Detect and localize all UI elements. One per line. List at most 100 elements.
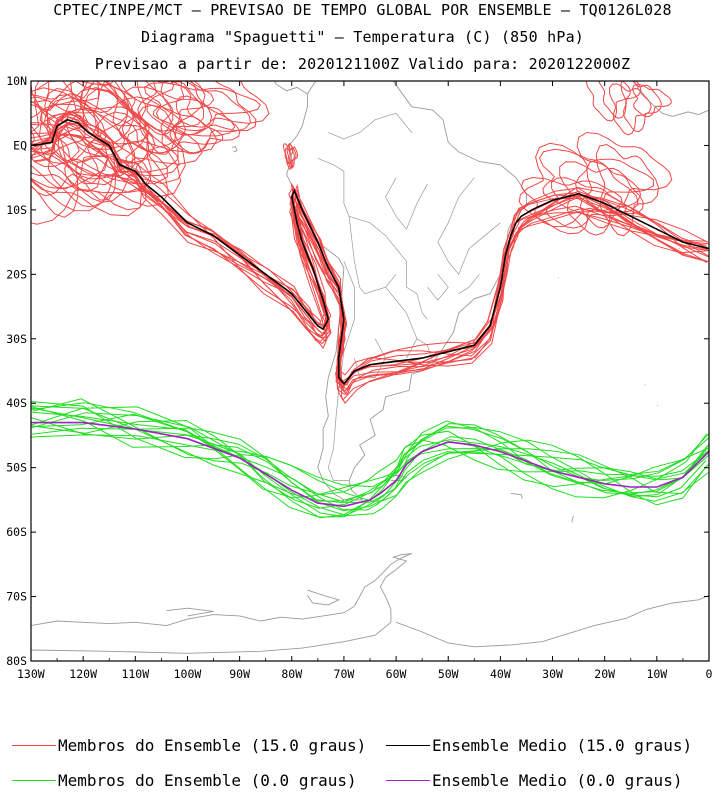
lon-label: 10W xyxy=(646,667,667,681)
member-loop xyxy=(31,94,101,193)
coastline-path xyxy=(557,277,560,279)
coastline-path xyxy=(166,607,214,617)
member-loop xyxy=(631,83,672,117)
coastline-path xyxy=(657,404,659,407)
coastline-path xyxy=(307,589,340,606)
lat-label: 40S xyxy=(6,396,27,410)
coastline-path xyxy=(307,18,351,30)
lat-label: 20S xyxy=(6,267,27,281)
member-loop xyxy=(120,81,215,132)
member-loop xyxy=(169,95,241,154)
ensemble-members xyxy=(31,81,709,519)
member-line xyxy=(31,401,708,506)
lat-label: EQ xyxy=(13,138,27,152)
coastline-path xyxy=(395,594,709,648)
lat-label: 80S xyxy=(6,654,27,668)
coastline-path xyxy=(387,76,392,80)
border-path xyxy=(458,274,480,294)
member-line xyxy=(31,417,709,503)
legend-swatch-green xyxy=(12,780,56,781)
legend-swatch-black xyxy=(386,745,430,746)
lon-label: 80W xyxy=(281,667,302,681)
lon-label: 40W xyxy=(490,667,511,681)
border-path xyxy=(385,177,428,230)
coastline-path xyxy=(571,515,574,523)
legend-mean-15: Ensemble Medio (15.0 graus) xyxy=(386,736,692,755)
coastline-path xyxy=(633,196,636,198)
member-loop xyxy=(126,104,224,154)
member-line xyxy=(32,413,709,511)
legend-label: Membros do Ensemble (15.0 graus) xyxy=(58,736,367,755)
lat-label: 60S xyxy=(6,525,27,539)
legend-swatch-purple xyxy=(386,780,430,781)
border-path xyxy=(348,216,397,295)
lon-label: 130W xyxy=(17,667,45,681)
coastline-path xyxy=(286,81,527,501)
member-loop xyxy=(575,131,673,213)
member-loop xyxy=(31,93,107,218)
member-loop xyxy=(31,87,148,217)
member-loop xyxy=(31,87,179,212)
lon-label: 50W xyxy=(438,667,459,681)
member-loop xyxy=(146,81,270,136)
lon-label: 110W xyxy=(121,667,149,681)
member-loop xyxy=(39,96,187,193)
lat-label: 50S xyxy=(6,461,27,475)
coastline-path xyxy=(387,64,389,68)
member-line xyxy=(32,398,709,496)
coastline-path xyxy=(31,552,412,627)
coastline-path xyxy=(510,492,523,499)
member-line xyxy=(32,427,709,512)
legend-members-0: Membros do Ensemble (0.0 graus) xyxy=(12,771,357,790)
coastline-path xyxy=(360,28,367,30)
member-loop xyxy=(155,81,257,136)
member-loop xyxy=(31,81,129,177)
coastline-path xyxy=(31,552,412,654)
coastline-path xyxy=(390,46,394,55)
coastline-path xyxy=(555,139,558,141)
chart-title-line-2: Diagrama "Spaguetti" – Temperatura (C) (… xyxy=(140,28,585,46)
lat-label: 10N xyxy=(6,74,27,88)
coastline-path xyxy=(273,81,308,95)
border-path xyxy=(385,286,418,339)
border-path xyxy=(328,112,412,140)
member-loop xyxy=(38,81,182,198)
legend-label: Ensemble Medio (0.0 graus) xyxy=(432,771,683,790)
legend-members-15: Membros do Ensemble (15.0 graus) xyxy=(12,736,366,755)
member-loop xyxy=(538,148,655,213)
member-loop xyxy=(31,81,134,177)
mean-line-15 xyxy=(31,118,709,386)
member-loop xyxy=(136,81,205,155)
coastline-path xyxy=(678,247,681,249)
member-line xyxy=(31,126,709,385)
member-loop xyxy=(518,142,639,228)
lon-label: 90W xyxy=(229,667,250,681)
member-loop xyxy=(598,81,642,119)
member-loop xyxy=(160,81,252,155)
member-loop xyxy=(585,81,631,122)
member-loop xyxy=(34,81,206,185)
chart-title-line-3: Previsao a partir de: 2020121100Z Valido… xyxy=(94,55,631,73)
legend-swatch-red xyxy=(12,745,56,746)
member-line xyxy=(31,402,709,517)
ensemble-means xyxy=(31,118,709,508)
chart-title-line-1: CPTEC/INPE/MCT – PREVISAO DE TEMPO GLOBA… xyxy=(53,1,672,19)
lon-label: 0 xyxy=(706,667,713,681)
border-path xyxy=(327,261,355,481)
lon-label: 100W xyxy=(174,667,202,681)
coastline-path xyxy=(231,146,238,153)
coastline-path xyxy=(633,81,709,117)
border-path xyxy=(427,274,449,301)
member-line xyxy=(31,420,709,509)
member-line xyxy=(33,113,709,401)
lon-label: 30W xyxy=(542,667,563,681)
member-loop xyxy=(31,81,119,197)
coastlines xyxy=(31,18,709,654)
member-line xyxy=(31,122,709,396)
member-line xyxy=(32,411,709,499)
member-loop xyxy=(31,103,151,225)
lon-label: 70W xyxy=(334,667,355,681)
lon-label: 20W xyxy=(594,667,615,681)
member-loop xyxy=(609,83,652,136)
